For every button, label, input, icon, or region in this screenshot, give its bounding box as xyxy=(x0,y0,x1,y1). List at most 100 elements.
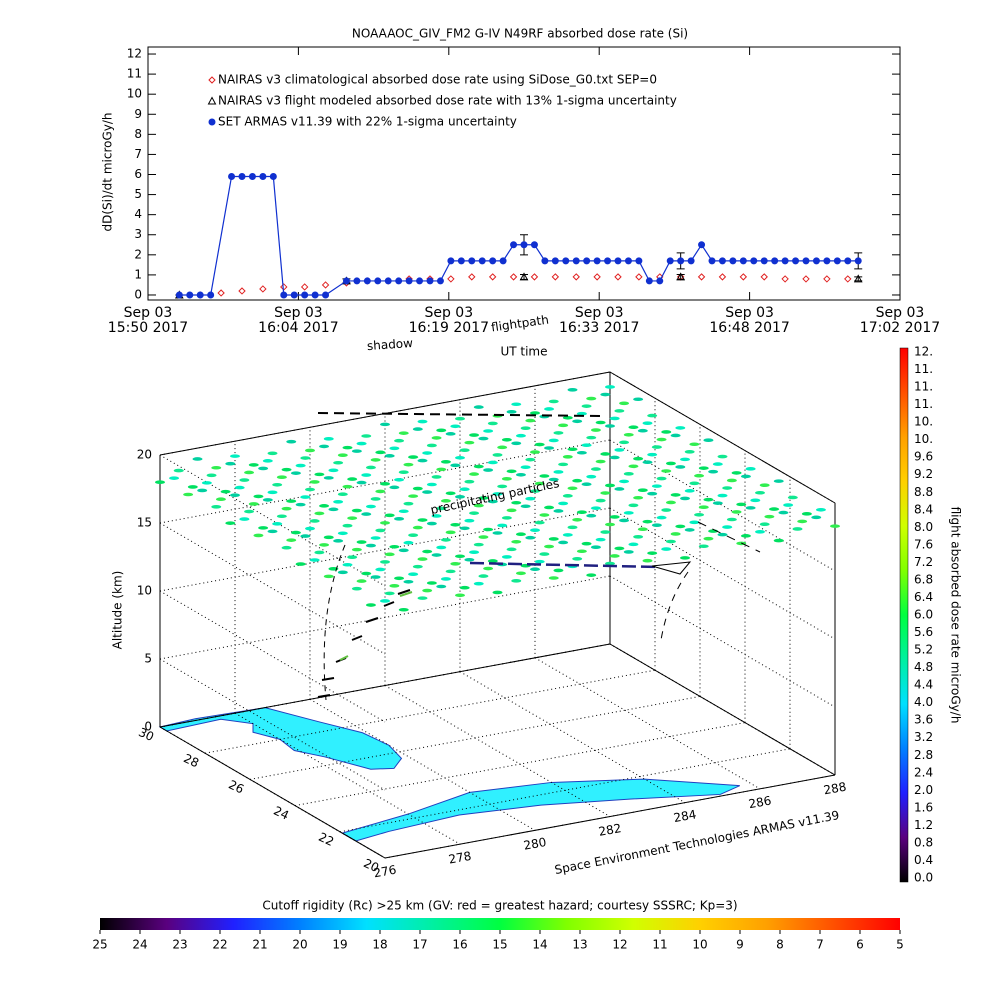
dose-marker xyxy=(426,581,437,585)
dose-marker xyxy=(305,487,315,492)
dose-marker xyxy=(319,444,330,449)
x-tick-label: 288 xyxy=(822,780,847,798)
dose-marker xyxy=(614,409,625,413)
y-tick-label: 20 xyxy=(361,856,381,875)
dose-marker xyxy=(295,502,306,507)
dose-marker xyxy=(440,499,451,503)
marker xyxy=(269,173,277,181)
dose-marker xyxy=(567,486,578,491)
dose-marker xyxy=(375,450,386,455)
grid-line xyxy=(384,685,611,817)
dose-marker xyxy=(483,429,494,433)
dose-marker xyxy=(440,538,451,542)
dose-marker xyxy=(450,463,461,468)
dose-marker xyxy=(187,485,198,489)
colorbar-tick-label: 21 xyxy=(252,938,267,952)
dose-marker xyxy=(248,463,259,467)
colorbar-tick-label: 11. xyxy=(914,362,933,376)
dose-marker xyxy=(300,495,311,499)
marker xyxy=(760,257,768,265)
dose-marker xyxy=(567,387,578,392)
dose-marker xyxy=(239,478,250,482)
dose-marker xyxy=(394,438,405,443)
marker xyxy=(551,273,560,281)
y-tick-label: 9 xyxy=(134,107,142,121)
dose-marker xyxy=(520,465,531,470)
dose-marker xyxy=(253,494,264,499)
dose-marker xyxy=(309,519,320,523)
dose-marker xyxy=(544,505,555,510)
dose-marker xyxy=(417,458,428,463)
dose-marker xyxy=(300,456,311,460)
dose-marker xyxy=(398,548,409,553)
dose-marker xyxy=(722,486,733,490)
dose-marker xyxy=(305,448,315,453)
colorbar-tick-label: 12. xyxy=(914,345,933,359)
dose-marker xyxy=(337,531,348,536)
marker xyxy=(520,241,528,249)
legend-label: SET ARMAS v11.39 with 22% 1-sigma uncert… xyxy=(218,115,517,129)
marker xyxy=(519,272,529,281)
x-tick-label: 280 xyxy=(522,835,547,853)
dose-marker xyxy=(694,473,705,478)
dose-marker xyxy=(745,467,756,471)
dose-marker xyxy=(623,511,634,515)
precip-line xyxy=(697,521,761,553)
dose-marker xyxy=(623,472,634,476)
dose-marker xyxy=(633,534,644,539)
dose-marker xyxy=(276,514,287,519)
plot-frame xyxy=(147,46,901,301)
dose-marker xyxy=(609,416,620,421)
dose-marker xyxy=(412,564,423,569)
dose-marker xyxy=(314,511,325,516)
dose-marker xyxy=(703,497,714,502)
dose-marker xyxy=(211,504,222,509)
dose-marker xyxy=(530,411,540,415)
y-tick-label: 26 xyxy=(226,777,246,796)
marker xyxy=(781,257,789,265)
dose-marker xyxy=(333,499,344,504)
dose-marker xyxy=(562,533,573,537)
marker xyxy=(802,257,810,265)
dose-marker xyxy=(244,509,255,514)
dose-marker xyxy=(665,539,676,544)
marker xyxy=(676,272,686,281)
marker xyxy=(395,277,403,285)
dose-marker xyxy=(478,574,489,578)
dose-marker xyxy=(459,585,470,590)
colorbar-tick-label: 4.8 xyxy=(914,660,933,674)
dose-marker xyxy=(544,544,555,549)
dose-marker xyxy=(323,574,334,579)
colorbar-tick-label: 6.4 xyxy=(914,590,933,604)
marker xyxy=(739,257,747,265)
dose-marker xyxy=(370,575,381,579)
dose-marker xyxy=(469,472,480,476)
dose-marker xyxy=(487,499,498,504)
dose-marker xyxy=(539,474,550,478)
dose-marker xyxy=(445,432,456,436)
dose-marker xyxy=(506,508,517,513)
dose-marker xyxy=(380,560,390,564)
marker xyxy=(593,257,601,265)
dose-marker xyxy=(412,427,423,431)
marker xyxy=(468,257,476,265)
dose-marker xyxy=(361,434,372,438)
dose-marker xyxy=(515,433,526,438)
y-tick-label: 2 xyxy=(134,247,142,261)
dose-marker xyxy=(408,572,419,577)
dose-marker xyxy=(478,496,489,500)
dose-marker xyxy=(426,443,437,448)
colorbar-tick-label: 24 xyxy=(132,938,147,952)
dose-marker xyxy=(801,512,812,516)
marker xyxy=(551,257,559,265)
marker xyxy=(635,257,643,265)
dose-marker xyxy=(586,573,597,577)
dose-marker xyxy=(492,531,503,535)
marker xyxy=(698,241,706,249)
dose-marker xyxy=(740,474,751,479)
dose-marker xyxy=(572,517,583,522)
dose-marker xyxy=(642,421,653,425)
colorbar-tick-label: 3.6 xyxy=(914,713,933,727)
dose-marker xyxy=(576,510,587,514)
legend-marker xyxy=(208,76,216,84)
